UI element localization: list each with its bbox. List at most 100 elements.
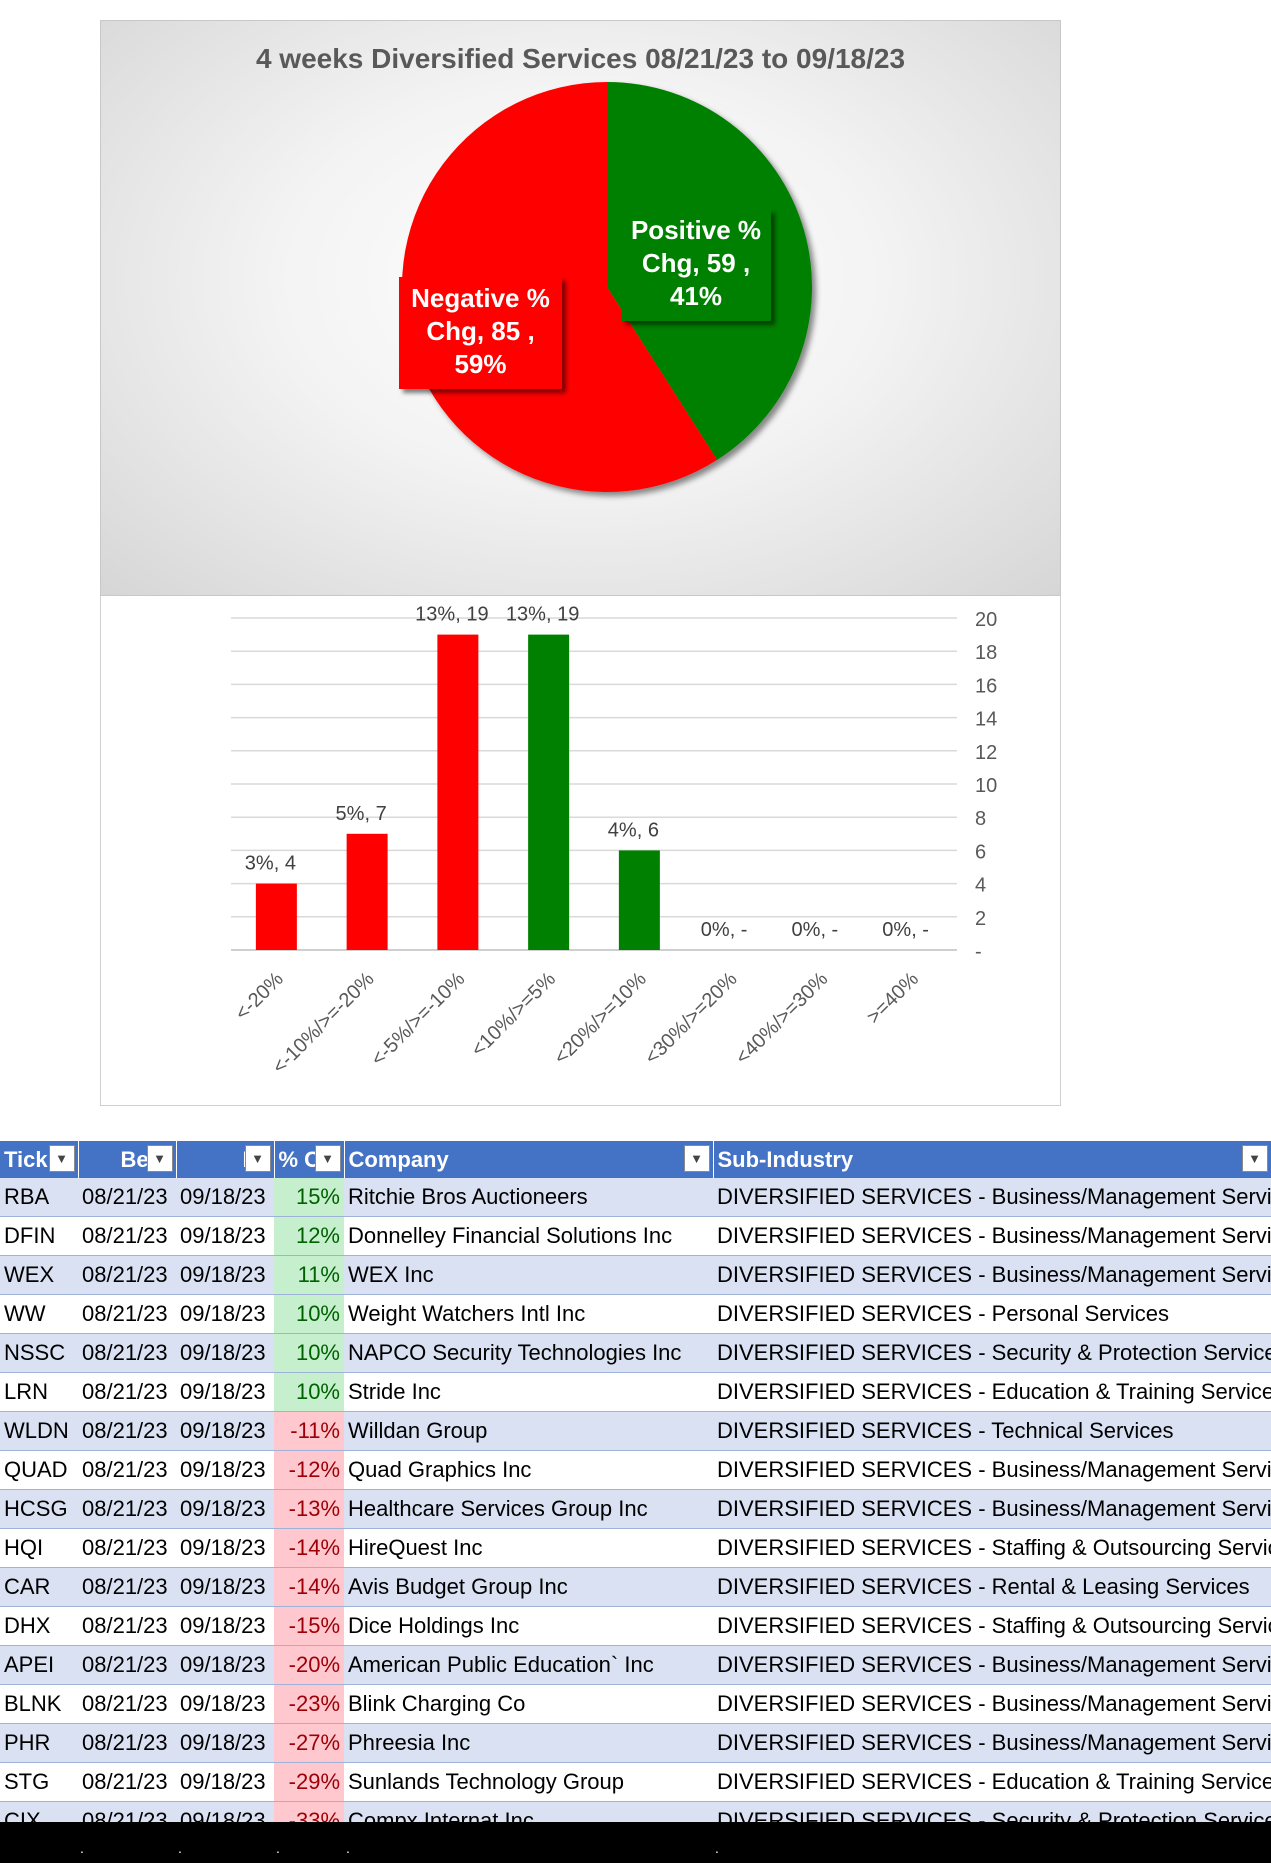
cell-pct-change[interactable]: 10% (274, 1294, 344, 1334)
cell-company[interactable]: Ritchie Bros Auctioneers (344, 1178, 713, 1217)
cell-sub-industry[interactable]: DIVERSIFIED SERVICES - Business/Manageme… (713, 1255, 1271, 1295)
cell-end-date[interactable]: 09/18/23 (176, 1606, 274, 1646)
table-row[interactable]: WLDN 08/21/23 09/18/23 -11% Willdan Group DIV… (0, 1411, 1271, 1451)
header-company[interactable]: Company ▼ (344, 1141, 714, 1178)
cell-ticker[interactable]: APEI (0, 1645, 78, 1685)
cell-end-date[interactable]: 09/18/23 (176, 1178, 274, 1217)
cell-begin-date[interactable]: 08/21/23 (78, 1216, 176, 1256)
header-pct-change[interactable]: % C ▼ (274, 1141, 345, 1178)
filter-dropdown-icon[interactable]: ▼ (244, 1145, 271, 1172)
table-row[interactable]: PHR 08/21/23 09/18/23 -27% Phreesia Inc DIVER… (0, 1723, 1271, 1763)
cell-pct-change[interactable]: 10% (274, 1372, 344, 1412)
cell-ticker[interactable]: WW (0, 1294, 78, 1334)
cell-begin-date[interactable]: 08/21/23 (78, 1489, 176, 1529)
cell-ticker[interactable]: WEX (0, 1255, 78, 1295)
cell-pct-change[interactable]: -29% (274, 1762, 344, 1802)
cell-end-date[interactable]: 09/18/23 (176, 1489, 274, 1529)
cell-pct-change[interactable]: -11% (274, 1411, 344, 1451)
cell-pct-change[interactable]: 12% (274, 1216, 344, 1256)
cell-pct-change[interactable]: -14% (274, 1567, 344, 1607)
cell-begin-date[interactable]: 08/21/23 (78, 1528, 176, 1568)
cell-begin-date[interactable]: 08/21/23 (78, 1567, 176, 1607)
filter-dropdown-icon[interactable]: ▼ (146, 1145, 173, 1172)
cell-company[interactable]: Healthcare Services Group Inc (344, 1489, 713, 1529)
cell-pct-change[interactable]: -23% (274, 1684, 344, 1724)
cell-company[interactable]: Blink Charging Co (344, 1684, 713, 1724)
cell-company[interactable]: Avis Budget Group Inc (344, 1567, 713, 1607)
table-row[interactable]: APEI 08/21/23 09/18/23 -20% American Public … (0, 1645, 1271, 1685)
cell-ticker[interactable]: WLDN (0, 1411, 78, 1451)
cell-company[interactable]: Donnelley Financial Solutions Inc (344, 1216, 713, 1256)
cell-sub-industry[interactable]: DIVERSIFIED SERVICES - Business/Manageme… (713, 1216, 1271, 1256)
cell-end-date[interactable]: 09/18/23 (176, 1255, 274, 1295)
cell-end-date[interactable]: 09/18/23 (176, 1723, 274, 1763)
cell-ticker[interactable]: RBA (0, 1178, 78, 1217)
cell-pct-change[interactable]: 15% (274, 1178, 344, 1217)
table-row[interactable]: BLNK 08/21/23 09/18/23 -23% Blink Charging C… (0, 1684, 1271, 1724)
cell-end-date[interactable]: 09/18/23 (176, 1567, 274, 1607)
filter-dropdown-icon[interactable]: ▼ (683, 1145, 710, 1172)
cell-end-date[interactable]: 09/18/23 (176, 1645, 274, 1685)
table-row[interactable]: RBA 08/21/23 09/18/23 15% Ritchie Bros Aucti… (0, 1178, 1271, 1217)
cell-end-date[interactable]: 09/18/23 (176, 1450, 274, 1490)
cell-sub-industry[interactable]: DIVERSIFIED SERVICES - Business/Manageme… (713, 1178, 1271, 1217)
cell-end-date[interactable]: 09/18/23 (176, 1216, 274, 1256)
cell-begin-date[interactable]: 08/21/23 (78, 1723, 176, 1763)
table-row[interactable]: WW 08/21/23 09/18/23 10% Weight Watchers Int… (0, 1294, 1271, 1334)
cell-pct-change[interactable]: -12% (274, 1450, 344, 1490)
cell-company[interactable]: Stride Inc (344, 1372, 713, 1412)
cell-sub-industry[interactable]: DIVERSIFIED SERVICES - Business/Manageme… (713, 1723, 1271, 1763)
cell-pct-change[interactable]: -14% (274, 1528, 344, 1568)
cell-begin-date[interactable]: 08/21/23 (78, 1411, 176, 1451)
table-row[interactable]: DHX 08/21/23 09/18/23 -15% Dice Holdings Inc… (0, 1606, 1271, 1646)
cell-company[interactable]: Willdan Group (344, 1411, 713, 1451)
cell-begin-date[interactable]: 08/21/23 (78, 1762, 176, 1802)
cell-company[interactable]: Quad Graphics Inc (344, 1450, 713, 1490)
cell-sub-industry[interactable]: DIVERSIFIED SERVICES - Staffing & Outsou… (713, 1606, 1271, 1646)
cell-sub-industry[interactable]: DIVERSIFIED SERVICES - Rental & Leasing … (713, 1567, 1271, 1607)
header-begin-date[interactable]: Be ▼ (78, 1141, 177, 1178)
cell-ticker[interactable]: HCSG (0, 1489, 78, 1529)
cell-pct-change[interactable]: 10% (274, 1333, 344, 1373)
table-row[interactable]: NSSC 08/21/23 09/18/23 10% NAPCO Security Te… (0, 1333, 1271, 1373)
cell-company[interactable]: Sunlands Technology Group (344, 1762, 713, 1802)
cell-begin-date[interactable]: 08/21/23 (78, 1372, 176, 1412)
cell-ticker[interactable]: QUAD (0, 1450, 78, 1490)
cell-begin-date[interactable]: 08/21/23 (78, 1606, 176, 1646)
cell-end-date[interactable]: 09/18/23 (176, 1372, 274, 1412)
cell-end-date[interactable]: 09/18/23 (176, 1411, 274, 1451)
table-row[interactable]: HQI 08/21/23 09/18/23 -14% HireQuest Inc DIVE… (0, 1528, 1271, 1568)
cell-ticker[interactable]: NSSC (0, 1333, 78, 1373)
cell-end-date[interactable]: 09/18/23 (176, 1528, 274, 1568)
filter-dropdown-icon[interactable]: ▼ (48, 1145, 75, 1172)
cell-begin-date[interactable]: 08/21/23 (78, 1255, 176, 1295)
cell-ticker[interactable]: CAR (0, 1567, 78, 1607)
cell-company[interactable]: WEX Inc (344, 1255, 713, 1295)
cell-company[interactable]: Phreesia Inc (344, 1723, 713, 1763)
cell-company[interactable]: HireQuest Inc (344, 1528, 713, 1568)
cell-sub-industry[interactable]: DIVERSIFIED SERVICES - Security & Protec… (713, 1333, 1271, 1373)
filter-dropdown-icon[interactable]: ▼ (314, 1145, 341, 1172)
cell-begin-date[interactable]: 08/21/23 (78, 1450, 176, 1490)
cell-pct-change[interactable]: 11% (274, 1255, 344, 1295)
cell-sub-industry[interactable]: DIVERSIFIED SERVICES - Business/Manageme… (713, 1450, 1271, 1490)
cell-end-date[interactable]: 09/18/23 (176, 1294, 274, 1334)
cell-sub-industry[interactable]: DIVERSIFIED SERVICES - Staffing & Outsou… (713, 1528, 1271, 1568)
table-row[interactable]: CAR 08/21/23 09/18/23 -14% Avis Budget Group… (0, 1567, 1271, 1607)
cell-begin-date[interactable]: 08/21/23 (78, 1645, 176, 1685)
cell-begin-date[interactable]: 08/21/23 (78, 1178, 176, 1217)
cell-end-date[interactable]: 09/18/23 (176, 1762, 274, 1802)
cell-ticker[interactable]: DHX (0, 1606, 78, 1646)
cell-ticker[interactable]: HQI (0, 1528, 78, 1568)
cell-pct-change[interactable]: -13% (274, 1489, 344, 1529)
header-ticker[interactable]: Tick ▼ (0, 1141, 79, 1178)
cell-end-date[interactable]: 09/18/23 (176, 1684, 274, 1724)
header-sub-industry[interactable]: Sub-Industry ▼ (713, 1141, 1271, 1178)
cell-ticker[interactable]: STG (0, 1762, 78, 1802)
cell-company[interactable]: NAPCO Security Technologies Inc (344, 1333, 713, 1373)
cell-begin-date[interactable]: 08/21/23 (78, 1294, 176, 1334)
cell-ticker[interactable]: PHR (0, 1723, 78, 1763)
table-row[interactable]: LRN 08/21/23 09/18/23 10% Stride Inc DIVERSIF… (0, 1372, 1271, 1412)
cell-sub-industry[interactable]: DIVERSIFIED SERVICES - Business/Manageme… (713, 1489, 1271, 1529)
table-row[interactable]: HCSG 08/21/23 09/18/23 -13% Healthcare Servi… (0, 1489, 1271, 1529)
